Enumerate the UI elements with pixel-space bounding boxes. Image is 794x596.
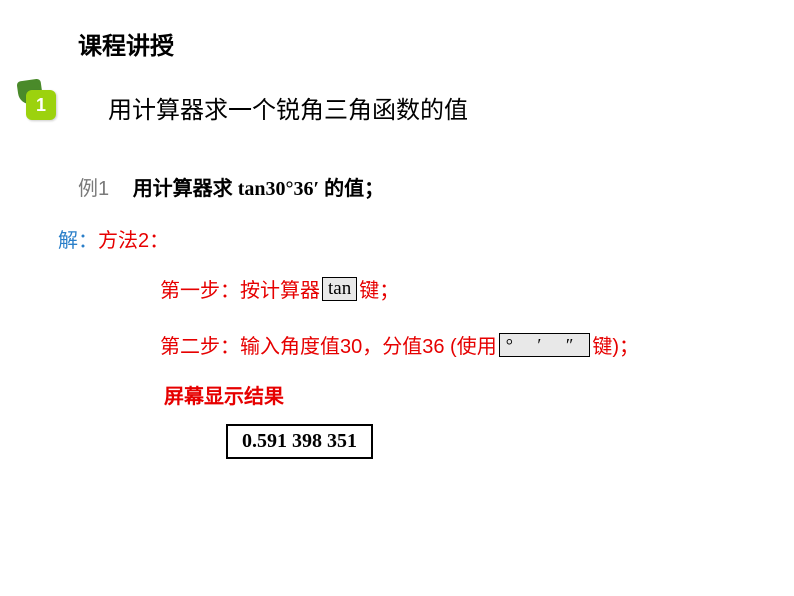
- step-1-post: 键；: [359, 274, 399, 303]
- step-1: 第一步：按计算器 tan 键；: [160, 274, 399, 303]
- solution-line: 解：方法2：: [58, 224, 169, 253]
- example-text: 用计算器求 tan30°36′ 的值；: [133, 178, 384, 200]
- topic-number: 1: [36, 95, 46, 116]
- tan-key: tan: [322, 277, 357, 301]
- solution-label: 解：: [58, 230, 98, 252]
- example-line: 例1 用计算器求 tan30°36′ 的值；: [78, 172, 384, 201]
- step-2-post: 键)；: [592, 330, 639, 359]
- dms-key: ° ′ ″: [499, 333, 591, 357]
- example-text-fn: tan30°36′: [238, 178, 319, 200]
- leaf-front-icon: 1: [26, 90, 56, 120]
- result-value-box: 0.591 398 351: [226, 424, 373, 459]
- step-2: 第二步：输入角度值30，分值36 (使用 ° ′ ″ 键)；: [160, 330, 639, 359]
- example-text-pre: 用计算器求: [133, 178, 238, 200]
- topic-number-badge: 1: [18, 80, 58, 124]
- section-title: 课程讲授: [78, 26, 174, 61]
- method-label: 方法2：: [98, 230, 169, 252]
- topic-title: 用计算器求一个锐角三角函数的值: [108, 90, 468, 125]
- example-label: 例1: [78, 178, 109, 200]
- example-text-post: 的值；: [319, 178, 384, 200]
- result-label: 屏幕显示结果: [164, 380, 284, 409]
- step-1-pre: 第一步：按计算器: [160, 274, 320, 303]
- step-2-pre: 第二步：输入角度值30，分值36 (使用: [160, 330, 497, 359]
